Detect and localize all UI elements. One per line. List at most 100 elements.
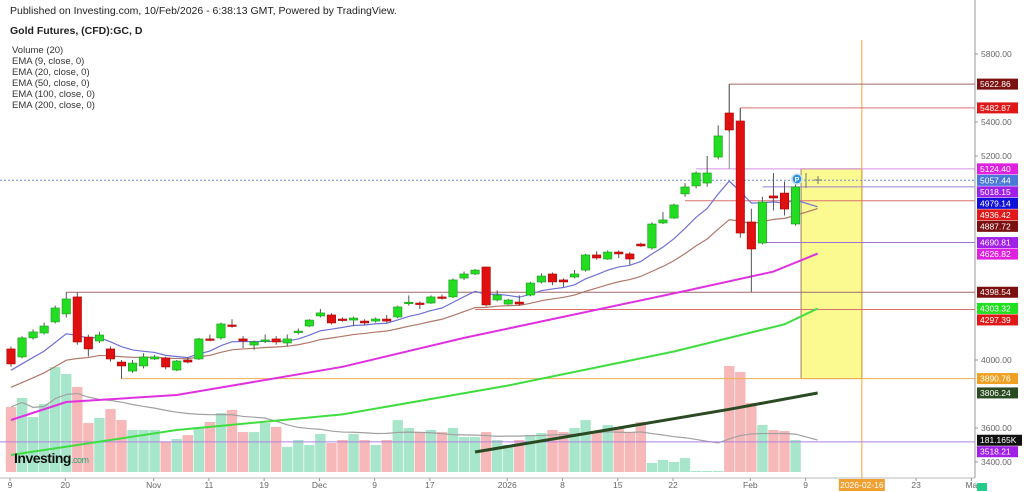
volume-bar — [425, 429, 437, 472]
candle — [603, 250, 613, 260]
candle-body — [779, 192, 789, 210]
candle — [437, 294, 447, 300]
volume-bar — [679, 458, 691, 472]
candle-body — [558, 279, 568, 283]
candle — [315, 309, 325, 318]
candle — [614, 250, 624, 258]
candle-body — [260, 339, 270, 342]
volume-bar — [326, 443, 337, 472]
volume-bar — [83, 423, 94, 472]
volume-bar — [635, 422, 647, 472]
candle — [503, 298, 513, 305]
candle-body — [94, 334, 104, 342]
price-label: 5482.87 — [980, 103, 1011, 113]
candle — [94, 331, 104, 343]
candle — [481, 266, 491, 307]
x-tick-label: 9 — [8, 480, 13, 490]
price-label-badge — [977, 434, 1022, 446]
candle-body — [183, 359, 193, 363]
volume-bar — [381, 440, 392, 472]
candle-body — [702, 172, 712, 184]
candle-body — [161, 357, 171, 368]
candle-body — [61, 298, 71, 315]
volume-bar — [138, 429, 149, 472]
candle — [260, 334, 270, 343]
candle-body — [536, 275, 546, 283]
x-tick-label: 9 — [372, 480, 377, 490]
candle-body — [492, 294, 502, 301]
volume-bar — [204, 422, 216, 472]
candle-body — [570, 273, 580, 278]
volume-bar — [690, 470, 702, 472]
candle — [282, 334, 292, 347]
price-label-badge — [977, 248, 1018, 260]
volume-bar — [436, 432, 448, 472]
published-info: Published on Investing.com, 10/Feb/2026 … — [10, 5, 397, 17]
y-tick-label: 5800.00 — [981, 49, 1012, 59]
candle — [625, 252, 635, 265]
logo-suffix: .com — [70, 455, 89, 465]
price-label: 4936.42 — [980, 210, 1011, 220]
volume-bar — [94, 417, 105, 472]
candle — [658, 212, 668, 224]
candle-body — [150, 356, 160, 360]
legend-ema9[interactable]: EMA (9, close, 0) — [12, 56, 85, 67]
candle-body — [105, 348, 115, 360]
legend-ema200[interactable]: EMA (200, close, 0) — [12, 100, 95, 111]
candle — [492, 290, 502, 302]
price-label: 3890.76 — [980, 374, 1011, 384]
candle — [6, 346, 16, 367]
volume-bar — [735, 372, 746, 472]
volume-bar — [271, 426, 282, 472]
price-label-badge — [977, 387, 1018, 399]
p-marker-label: P — [795, 177, 800, 184]
price-label: 5018.15 — [980, 187, 1011, 197]
price-label: 5057.44 — [980, 175, 1011, 185]
price-label-badge — [977, 373, 1018, 385]
volume-bar — [613, 428, 624, 472]
candle — [205, 334, 215, 342]
volume-bar — [248, 432, 260, 472]
volume-bar — [348, 434, 359, 472]
volume-bar — [215, 412, 227, 472]
volume-bar — [182, 435, 193, 472]
candle — [271, 336, 281, 345]
price-label: 5124.40 — [980, 164, 1011, 174]
candle-body — [249, 341, 259, 346]
candle-body — [426, 296, 436, 304]
date-highlight-badge — [838, 479, 885, 491]
volume-bar — [414, 432, 426, 472]
candle-body — [337, 318, 347, 321]
volume-bar — [392, 420, 403, 472]
candle — [83, 334, 93, 357]
candle-body — [625, 253, 635, 260]
volume-bar — [127, 429, 138, 472]
price-label: 4979.14 — [980, 198, 1011, 208]
price-label: 4626.82 — [980, 249, 1011, 259]
legend-ema50[interactable]: EMA (50, close, 0) — [12, 78, 90, 89]
candle — [61, 292, 71, 318]
candle — [558, 278, 568, 287]
price-label-badge — [977, 197, 1018, 209]
legend-volume[interactable]: Volume (20) — [12, 45, 64, 56]
candle-body — [205, 338, 215, 341]
price-label-badge — [977, 186, 1018, 198]
candle-body — [547, 273, 557, 283]
x-tick-label: 22 — [668, 480, 678, 490]
candle-body — [647, 223, 657, 249]
candle — [669, 203, 679, 219]
candle-body — [6, 348, 16, 365]
volume-bar — [403, 428, 414, 472]
candle-body — [592, 254, 602, 259]
candle — [691, 171, 701, 189]
volume-bar — [724, 365, 735, 472]
candle — [393, 305, 403, 319]
price-label-badge — [977, 174, 1018, 186]
candle-body — [680, 186, 690, 195]
candle — [139, 353, 149, 369]
candle — [172, 360, 182, 372]
legend-ema20[interactable]: EMA (20, close, 0) — [12, 67, 90, 78]
candle-body — [326, 314, 336, 324]
legend-ema100[interactable]: EMA (100, close, 0) — [12, 89, 95, 100]
